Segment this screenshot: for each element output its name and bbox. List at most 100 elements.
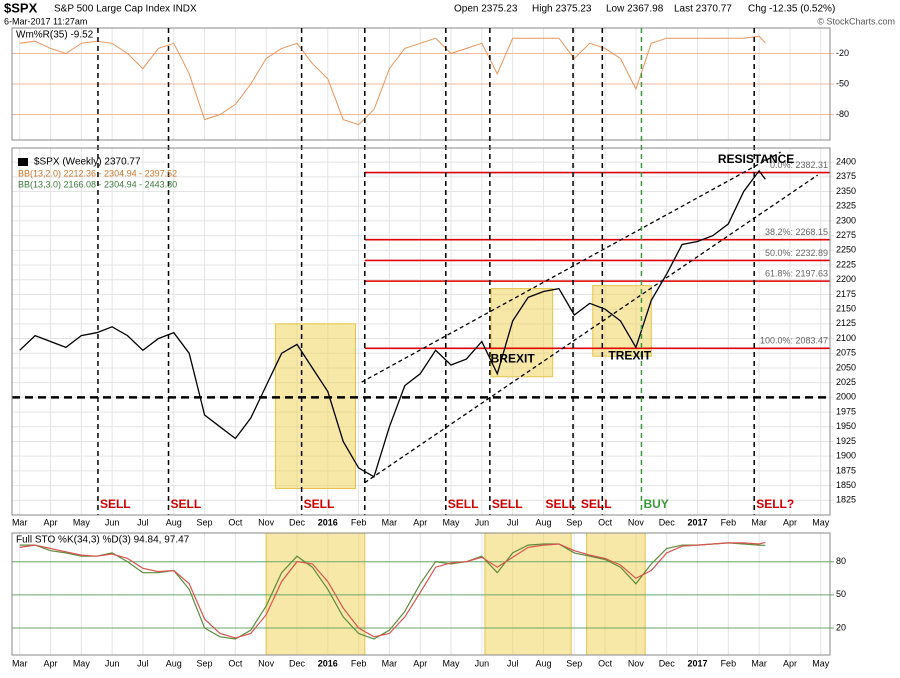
x-tick-label: Nov [628, 517, 645, 527]
series-line [19, 541, 766, 639]
trend-line [364, 174, 819, 484]
signal-label: SELL [304, 497, 335, 511]
x-tick-label: Oct [228, 517, 243, 527]
x-tick-label: Oct [598, 658, 613, 668]
legend-swatch [18, 158, 28, 166]
series-line [19, 542, 766, 640]
y-tick-label: 2100 [836, 333, 856, 343]
signal-label: SELL [545, 497, 576, 511]
x-tick-label: Jun [105, 517, 120, 527]
x-tick-label: May [443, 658, 461, 668]
x-tick-label: Jun [105, 658, 120, 668]
panel-frame [11, 532, 831, 656]
x-tick-label: Mar [751, 517, 767, 527]
x-tick-label: Mar [751, 658, 767, 668]
x-tick-label: Apr [44, 658, 58, 668]
symbol: $SPX [4, 0, 38, 15]
x-tick-label: May [812, 517, 830, 527]
level-label: 61.8%: 2197.63 [765, 269, 828, 279]
series-line [19, 35, 766, 126]
y-tick-label: 1875 [836, 465, 856, 475]
y-tick-label: 2075 [836, 348, 856, 358]
legend-entry: $SPX (Weekly) 2370.77 [34, 157, 141, 168]
y-tick-label: 2125 [836, 318, 856, 328]
x-tick-label: Aug [535, 658, 551, 668]
x-tick-label: Sep [197, 517, 213, 527]
x-tick-label: May [73, 517, 91, 527]
quote: Last 2370.77 [674, 4, 732, 15]
x-tick-label: Feb [721, 658, 737, 668]
y-tick-label: 2200 [836, 274, 856, 284]
y-tick-label: 2000 [836, 392, 856, 402]
signal-label: BUY [643, 497, 668, 511]
y-tick-label: 80 [836, 556, 846, 566]
y-tick-label: 50 [836, 589, 846, 599]
y-tick-label: 1925 [836, 436, 856, 446]
y-tick-label: -20 [836, 48, 849, 58]
x-tick-label: Apr [783, 517, 797, 527]
x-tick-label: Aug [166, 517, 182, 527]
x-tick-label: Mar [382, 658, 398, 668]
x-tick-label: Sep [566, 658, 582, 668]
quote: High 2375.23 [532, 4, 592, 15]
highlight-box [265, 532, 366, 656]
x-tick-label: Dec [659, 658, 676, 668]
x-tick-label: Dec [289, 658, 306, 668]
quote: Chg -12.35 (0.52%) [748, 4, 835, 15]
x-tick-label: 2016 [318, 517, 338, 527]
level-label: 50.0%: 2232.89 [765, 248, 828, 258]
x-tick-label: Jul [137, 658, 149, 668]
y-tick-label: 1850 [836, 480, 856, 490]
x-tick-label: May [443, 517, 461, 527]
x-tick-label: May [73, 658, 91, 668]
y-tick-label: 2400 [836, 156, 856, 166]
x-tick-label: Mar [12, 658, 28, 668]
x-tick-label: Apr [413, 517, 427, 527]
signal-label: SELL? [756, 497, 794, 511]
annotation: TREXIT [608, 348, 651, 362]
x-tick-label: Oct [228, 658, 243, 668]
signal-label: SELL [100, 497, 131, 511]
x-tick-label: 2016 [318, 658, 338, 668]
series-line [19, 169, 766, 478]
x-tick-label: Apr [44, 517, 58, 527]
y-tick-label: 2025 [836, 377, 856, 387]
y-tick-label: 2050 [836, 362, 856, 372]
x-tick-label: Jul [507, 517, 519, 527]
annotation: BREXIT [491, 351, 536, 365]
x-tick-label: 2017 [688, 517, 708, 527]
y-tick-label: 2225 [836, 259, 856, 269]
y-tick-label: 2350 [836, 186, 856, 196]
x-tick-label: Sep [197, 658, 213, 668]
y-tick-label: -50 [836, 78, 849, 88]
x-tick-label: Nov [258, 658, 275, 668]
y-tick-label: 2325 [836, 201, 856, 211]
x-tick-label: Dec [659, 517, 676, 527]
level-label: 100.0%: 2083.47 [760, 336, 828, 346]
signal-label: SELL [581, 497, 612, 511]
trend-line [361, 151, 782, 383]
y-tick-label: 1825 [836, 495, 856, 505]
signal-label: SELL [171, 497, 202, 511]
x-tick-label: Aug [166, 658, 182, 668]
y-tick-label: 2375 [836, 171, 856, 181]
panel-frame [11, 27, 831, 141]
signal-label: SELL [448, 497, 479, 511]
x-tick-label: Feb [721, 517, 737, 527]
band-legend: BB(13,2.0) 2212.36 - 2304.94 - 2397.52 [18, 168, 177, 178]
level-label: 0.0%: 2382.31 [770, 160, 828, 170]
y-tick-label: 1900 [836, 451, 856, 461]
x-tick-label: Jun [475, 517, 490, 527]
y-tick-label: 20 [836, 622, 846, 632]
x-tick-label: Jul [137, 517, 149, 527]
credit: © StockCharts.com [817, 16, 895, 26]
date: 6-Mar-2017 11:27am [4, 16, 87, 26]
symbol-name: S&P 500 Large Cap Index INDX [54, 4, 197, 15]
quote: Open 2375.23 [454, 4, 518, 15]
x-tick-label: May [812, 658, 830, 668]
x-tick-label: Mar [12, 517, 28, 527]
y-tick-label: 1950 [836, 421, 856, 431]
x-tick-label: Apr [783, 658, 797, 668]
